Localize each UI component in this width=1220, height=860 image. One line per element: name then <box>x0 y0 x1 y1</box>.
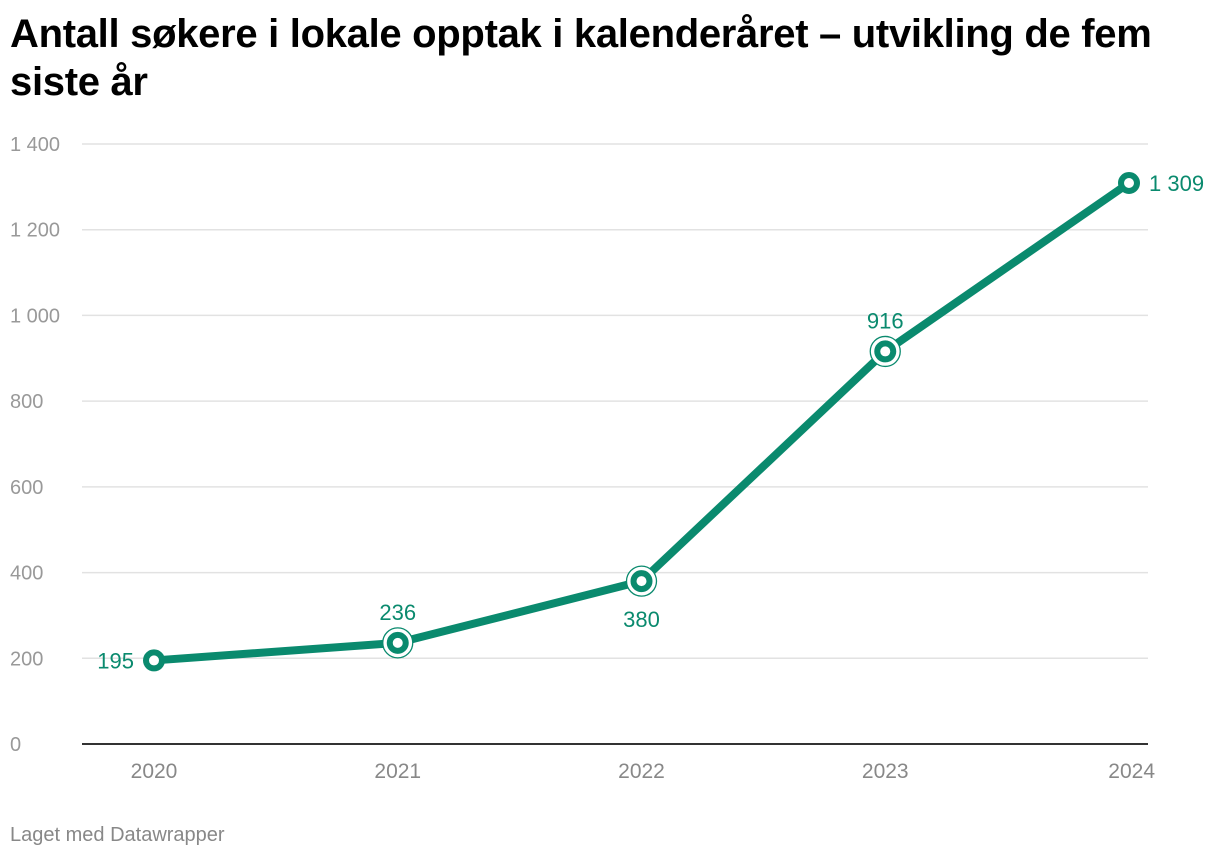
y-tick-label: 1 000 <box>10 305 60 327</box>
data-point <box>874 340 897 363</box>
y-tick-label: 600 <box>10 477 43 499</box>
data-label: 916 <box>867 308 904 333</box>
data-point <box>386 631 409 654</box>
data-labels: 195 236 380 916 1 309 <box>97 171 1204 673</box>
x-tick-label: 2021 <box>374 760 421 783</box>
x-tick-label: 2024 <box>1108 760 1155 783</box>
data-label: 236 <box>379 600 416 625</box>
data-point <box>1118 172 1140 194</box>
footer-credit: Laget med Datawrapper <box>10 824 225 846</box>
data-point <box>630 570 653 593</box>
x-tick-label: 2020 <box>131 760 178 783</box>
data-label: 195 <box>97 648 134 673</box>
y-tick-label: 1 200 <box>10 220 60 242</box>
chart-title: Antall søkere i lokale opptak i kalender… <box>10 12 1152 104</box>
gridlines <box>82 143 1148 745</box>
data-label: 1 309 <box>1149 171 1204 196</box>
data-point <box>143 649 165 672</box>
y-tick-label: 0 <box>10 734 21 756</box>
y-tick-label: 1 400 <box>10 134 60 156</box>
data-points <box>143 172 1140 672</box>
y-tick-label: 400 <box>10 563 43 585</box>
x-tick-label: 2022 <box>618 760 665 783</box>
x-tick-label: 2023 <box>862 760 909 783</box>
y-axis-ticks: 0 200 400 600 800 1 000 1 200 1 400 <box>10 134 60 756</box>
y-tick-label: 800 <box>10 391 43 413</box>
x-axis-ticks: 2020 2021 2022 2023 2024 <box>131 760 1156 783</box>
data-label: 380 <box>623 607 660 632</box>
y-tick-label: 200 <box>10 648 43 670</box>
